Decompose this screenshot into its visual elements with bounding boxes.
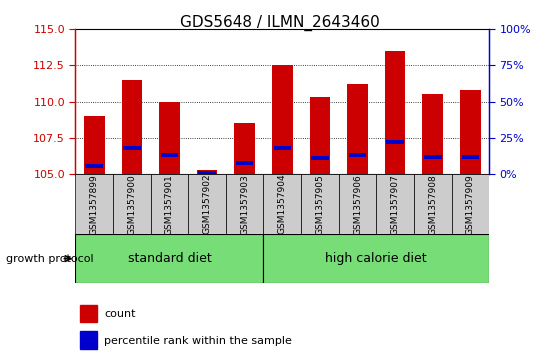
Bar — [460, 90, 481, 174]
Text: GSM1357909: GSM1357909 — [466, 174, 475, 234]
Bar — [75, 234, 263, 283]
Text: GSM1357905: GSM1357905 — [315, 174, 324, 234]
Text: GSM1357901: GSM1357901 — [165, 174, 174, 234]
Bar — [414, 174, 452, 234]
Bar — [263, 174, 301, 234]
Bar — [462, 155, 479, 159]
Text: standard diet: standard diet — [127, 252, 211, 265]
Bar — [311, 156, 329, 160]
Bar — [234, 123, 255, 174]
Text: GSM1357904: GSM1357904 — [278, 174, 287, 234]
Bar — [198, 171, 216, 175]
Bar — [197, 170, 217, 174]
Bar — [386, 140, 404, 144]
Bar — [75, 174, 113, 234]
Text: GSM1357903: GSM1357903 — [240, 174, 249, 234]
Bar — [159, 102, 180, 174]
Text: growth protocol: growth protocol — [6, 254, 93, 264]
Text: GSM1357908: GSM1357908 — [428, 174, 437, 234]
Bar — [86, 164, 103, 168]
Bar — [272, 65, 293, 174]
Bar — [160, 153, 178, 158]
Bar — [310, 97, 330, 174]
Text: GSM1357906: GSM1357906 — [353, 174, 362, 234]
Bar — [84, 116, 105, 174]
Bar — [188, 174, 226, 234]
Bar — [79, 331, 97, 349]
Bar — [226, 174, 263, 234]
Bar — [151, 174, 188, 234]
Text: high calorie diet: high calorie diet — [325, 252, 427, 265]
Bar — [385, 51, 405, 174]
Bar — [273, 146, 291, 150]
Bar — [121, 80, 142, 174]
Bar — [376, 174, 414, 234]
Bar — [113, 174, 151, 234]
Bar — [349, 153, 366, 158]
Bar — [423, 94, 443, 174]
Bar — [263, 234, 489, 283]
Bar — [236, 160, 253, 165]
Bar — [339, 174, 376, 234]
Text: GSM1357899: GSM1357899 — [90, 174, 99, 234]
Text: GSM1357900: GSM1357900 — [127, 174, 136, 234]
Text: count: count — [105, 309, 136, 319]
Text: GSM1357907: GSM1357907 — [391, 174, 400, 234]
Text: GDS5648 / ILMN_2643460: GDS5648 / ILMN_2643460 — [179, 15, 380, 31]
Text: percentile rank within the sample: percentile rank within the sample — [105, 336, 292, 346]
Bar — [452, 174, 489, 234]
Bar — [123, 146, 141, 150]
Bar — [424, 155, 442, 159]
Bar — [301, 174, 339, 234]
Bar — [347, 84, 368, 174]
Bar — [79, 305, 97, 322]
Text: GSM1357902: GSM1357902 — [202, 174, 212, 234]
